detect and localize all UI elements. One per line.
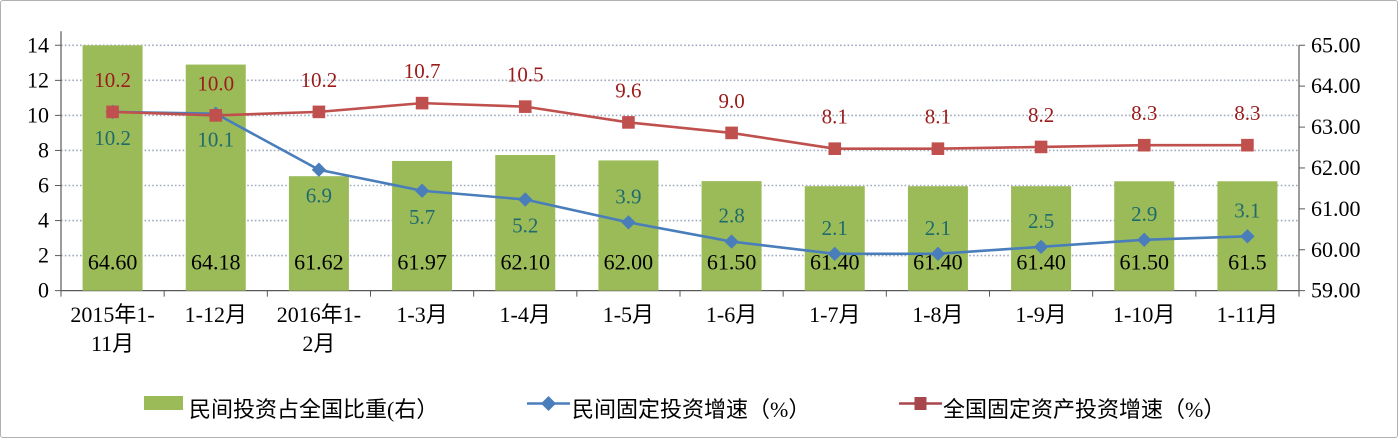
svg-text:10: 10 (27, 102, 49, 127)
svg-text:9.0: 9.0 (718, 89, 744, 113)
svg-text:3.9: 3.9 (615, 184, 641, 208)
svg-text:64.60: 64.60 (88, 250, 138, 275)
svg-text:65.00: 65.00 (1311, 32, 1361, 57)
svg-text:2.8: 2.8 (718, 204, 744, 228)
svg-text:10.0: 10.0 (197, 71, 234, 95)
svg-text:8.2: 8.2 (1028, 103, 1054, 127)
svg-text:61.5: 61.5 (1228, 250, 1267, 275)
svg-text:8.3: 8.3 (1234, 101, 1260, 125)
svg-text:6.9: 6.9 (306, 184, 332, 208)
svg-text:62.00: 62.00 (1311, 155, 1361, 180)
svg-text:63.00: 63.00 (1311, 114, 1361, 139)
svg-text:61.50: 61.50 (1120, 250, 1170, 275)
svg-text:6: 6 (38, 172, 49, 197)
svg-text:62.00: 62.00 (604, 250, 654, 275)
svg-text:4: 4 (38, 208, 49, 233)
svg-text:10.7: 10.7 (404, 59, 441, 83)
svg-text:2.1: 2.1 (822, 216, 848, 240)
svg-text:2.9: 2.9 (1131, 202, 1157, 226)
svg-text:64.18: 64.18 (191, 250, 241, 275)
svg-text:10.2: 10.2 (94, 126, 131, 150)
svg-text:5.7: 5.7 (409, 205, 435, 229)
svg-text:10.2: 10.2 (301, 68, 338, 92)
svg-text:14: 14 (27, 32, 49, 57)
svg-text:60.00: 60.00 (1311, 237, 1361, 262)
svg-text:61.40: 61.40 (810, 250, 860, 275)
svg-text:62.10: 62.10 (501, 250, 551, 275)
svg-text:61.00: 61.00 (1311, 196, 1361, 221)
svg-text:64.00: 64.00 (1311, 73, 1361, 98)
svg-text:61.62: 61.62 (294, 250, 344, 275)
svg-text:12: 12 (27, 67, 49, 92)
svg-text:8.3: 8.3 (1131, 101, 1157, 125)
svg-text:61.40: 61.40 (1016, 250, 1066, 275)
svg-text:10.2: 10.2 (94, 68, 131, 92)
svg-text:2.1: 2.1 (925, 216, 951, 240)
svg-text:5.2: 5.2 (512, 214, 538, 238)
svg-text:10.5: 10.5 (507, 63, 544, 87)
svg-text:9.6: 9.6 (615, 78, 641, 102)
svg-text:10.1: 10.1 (197, 128, 234, 152)
svg-text:59.00: 59.00 (1311, 278, 1361, 303)
svg-text:61.50: 61.50 (707, 250, 757, 275)
svg-text:2: 2 (38, 243, 49, 268)
svg-text:2.5: 2.5 (1028, 209, 1054, 233)
svg-text:8: 8 (38, 137, 49, 162)
svg-text:8.1: 8.1 (925, 105, 951, 129)
svg-text:3.1: 3.1 (1234, 198, 1260, 222)
svg-text:61.97: 61.97 (397, 250, 447, 275)
svg-text:61.40: 61.40 (913, 250, 963, 275)
svg-text:8.1: 8.1 (822, 105, 848, 129)
svg-text:0: 0 (38, 278, 49, 303)
